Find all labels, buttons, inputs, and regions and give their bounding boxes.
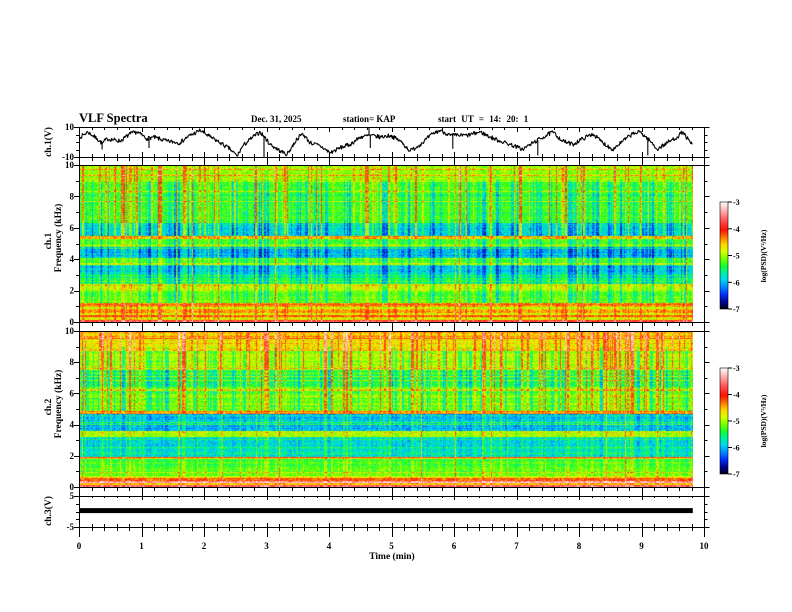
ch1-voltage-trace (79, 128, 693, 157)
y-tick-label: 6 (70, 388, 75, 398)
y-tick-label: 2 (70, 286, 75, 296)
colorbar-tick-label: -5 (733, 417, 740, 426)
spectrogram-band (79, 437, 693, 457)
spectrogram-band (79, 456, 693, 459)
ch1-spectrogram-heatmap (79, 165, 693, 322)
spectrogram-band (79, 331, 693, 352)
y-tick-label: -5 (67, 522, 75, 532)
ch1-voltage-axis-label: ch.1(V) (43, 127, 54, 157)
ch2-colorbar-label: log(PSD)(V²/Hz) (759, 394, 768, 447)
colorbar-tick-label: -6 (733, 444, 740, 453)
x-tick-label: 8 (577, 541, 582, 551)
ch1-frequency-axis-label: Frequency (kHz) (53, 204, 64, 273)
ch2-spectrogram-heatmap (79, 331, 693, 487)
spectrogram-band (79, 476, 693, 479)
colorbar-tick-label: -6 (733, 278, 740, 287)
y-tick-label: 6 (70, 223, 75, 233)
y-tick-label: 10 (65, 160, 75, 170)
ch2-colorbar (719, 367, 729, 475)
figure-title: VLF Spectra (79, 111, 148, 125)
x-axis-ticks (79, 127, 705, 537)
spectrogram-band (79, 257, 693, 264)
spectrogram-band (79, 320, 693, 322)
spectrogram-band (79, 430, 693, 438)
x-tick-label: 9 (639, 541, 644, 551)
y-tick-label: -10 (62, 152, 74, 162)
ch1-colorbar (719, 201, 729, 310)
spectrogram-band (79, 290, 693, 304)
ch3-voltage-trace (79, 508, 693, 514)
start-time-label: start UT = 14: 20: 1 (438, 114, 529, 124)
ch2-band-layer (79, 331, 693, 487)
colorbar-tick-label: -3 (733, 364, 740, 373)
x-tick-label: 10 (700, 541, 710, 551)
spectrogram-band (79, 235, 693, 239)
colorbar-tick-label: -5 (733, 252, 740, 261)
spectrogram-band (79, 317, 693, 321)
spectrogram-band (79, 283, 693, 286)
colorbar-tick-label: -4 (733, 225, 740, 234)
y-tick-label: 2 (70, 451, 75, 461)
colorbar-tick-label: -4 (733, 391, 740, 400)
ch2-frequency-axis-label: Frequency (kHz) (53, 370, 64, 439)
y-tick-label: 4 (70, 254, 75, 264)
x-tick-label: 0 (77, 541, 82, 551)
x-tick-label: 7 (514, 541, 519, 551)
spectrogram-band (79, 309, 693, 313)
spectrogram-band (79, 387, 693, 411)
spectrogram-band (79, 370, 693, 388)
spectrogram-band (79, 303, 693, 308)
spectrogram-band (79, 246, 693, 258)
colorbar-tick-label: -7 (733, 305, 740, 314)
x-tick-label: 2 (202, 541, 207, 551)
spectrogram-band (79, 274, 693, 284)
x-tick-label: 1 (139, 541, 144, 551)
ch3-voltage-axis-label: ch.3(V) (43, 496, 54, 526)
x-tick-label: 6 (452, 541, 457, 551)
spectrogram-band (79, 458, 693, 477)
ch1-trace-group (79, 127, 693, 157)
colorbar-tick-label: -7 (733, 470, 740, 479)
spectrogram-band (79, 314, 693, 318)
ch2-channel-label: ch.2 (44, 398, 54, 415)
time-axis-label: Time (min) (369, 551, 414, 562)
y-tick-label: 0 (70, 317, 75, 327)
spectrogram-band (79, 285, 693, 291)
spectrogram-band (79, 478, 693, 481)
y-tick-label: 0 (70, 482, 75, 492)
spectrogram-band (79, 265, 693, 275)
spectrogram-band (79, 238, 693, 247)
spectrogram-band (79, 312, 693, 315)
x-tick-label: 4 (327, 541, 332, 551)
y-tick-label: 8 (70, 191, 75, 201)
spectrogram-band (79, 413, 693, 431)
y-tick-label: 8 (70, 357, 75, 367)
spectrogram-band (79, 223, 693, 236)
station-label: station= KAP (343, 114, 396, 124)
ch1-colorbar-label: log(PSD)(V²/Hz) (759, 229, 768, 282)
spectrogram-band (79, 263, 693, 266)
y-tick-label: 10 (65, 326, 75, 336)
spectrogram-band (79, 165, 693, 183)
spectrogram-band (79, 485, 693, 487)
spectrogram-band (79, 410, 693, 414)
spectrogram-band (79, 307, 693, 310)
ch1-channel-label: ch.1 (44, 232, 54, 249)
ch1-band-layer (79, 165, 693, 322)
x-tick-label: 3 (264, 541, 269, 551)
x-tick-label: 5 (389, 541, 394, 551)
y-tick-label: 10 (65, 122, 75, 132)
date-label: Dec. 31, 2025 (251, 114, 302, 124)
spectrogram-band (79, 351, 693, 370)
y-tick-label: 5 (70, 491, 75, 501)
y-tick-label: 4 (70, 420, 75, 430)
colorbar-tick-label: -3 (733, 198, 740, 207)
spectrogram-band (79, 480, 693, 484)
spectrogram-band (79, 483, 693, 486)
spectrogram-band (79, 182, 693, 224)
y-axis-ticks (74, 127, 710, 528)
